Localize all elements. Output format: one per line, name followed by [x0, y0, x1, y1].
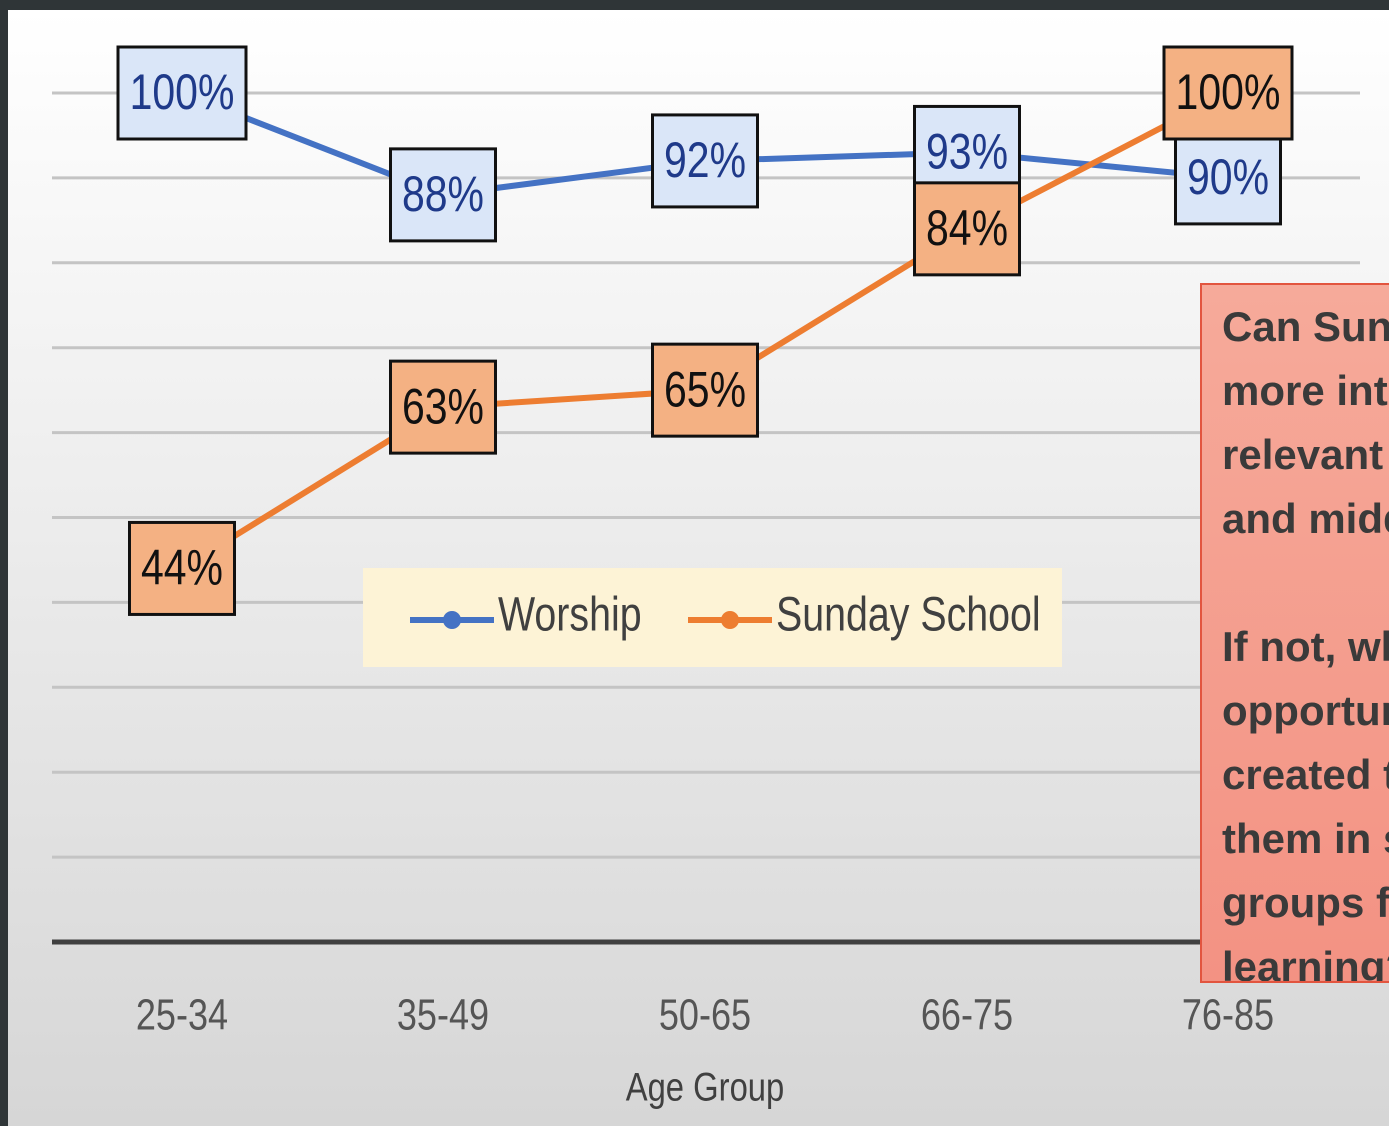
data-label-box — [1174, 130, 1282, 226]
callout-line: groups for — [1222, 879, 1389, 926]
callout-line: relevant to — [1222, 431, 1389, 478]
legend-label: Sunday School — [776, 588, 1041, 642]
legend-label: Worship — [498, 588, 642, 642]
data-label: 100% — [130, 64, 235, 120]
data-label-box — [389, 147, 497, 243]
data-label-box — [389, 359, 497, 455]
data-label: 44% — [141, 540, 223, 596]
data-label-box — [1162, 45, 1294, 141]
legend-marker — [721, 611, 739, 629]
callout-line: and middle — [1222, 495, 1389, 542]
x-tick-label: 25-34 — [136, 990, 228, 1039]
data-label: 63% — [402, 379, 484, 435]
x-tick-label: 50-65 — [659, 990, 751, 1039]
data-label-box — [651, 113, 759, 209]
x-tick-label: 76-85 — [1182, 990, 1274, 1039]
callout-line: more interesting — [1222, 367, 1389, 414]
callout: Can Sunday more interesting relevant to and… — [1200, 283, 1389, 983]
x-tick-label: 66-75 — [921, 990, 1013, 1039]
callout-line: learning? — [1222, 943, 1389, 983]
data-label: 93% — [926, 124, 1008, 180]
callout-line: created to — [1222, 751, 1389, 798]
data-label-box — [128, 520, 236, 616]
data-label: 88% — [402, 166, 484, 222]
x-tick-label: 35-49 — [397, 990, 489, 1039]
data-label-box — [116, 45, 248, 141]
callout-line: opportunities — [1222, 687, 1389, 734]
x-axis-label: Age Group — [626, 1064, 785, 1109]
data-label-box — [913, 181, 1021, 277]
data-label-box — [651, 342, 759, 438]
data-label: 90% — [1187, 149, 1269, 205]
data-label: 92% — [664, 132, 746, 188]
callout-line: If not, what — [1222, 623, 1389, 670]
legend-marker — [443, 611, 461, 629]
data-label: 100% — [1176, 64, 1281, 120]
data-label: 65% — [664, 362, 746, 418]
callout-line: them in small — [1222, 815, 1389, 862]
data-label: 84% — [926, 200, 1008, 256]
callout-line: Can Sunday — [1222, 303, 1389, 350]
